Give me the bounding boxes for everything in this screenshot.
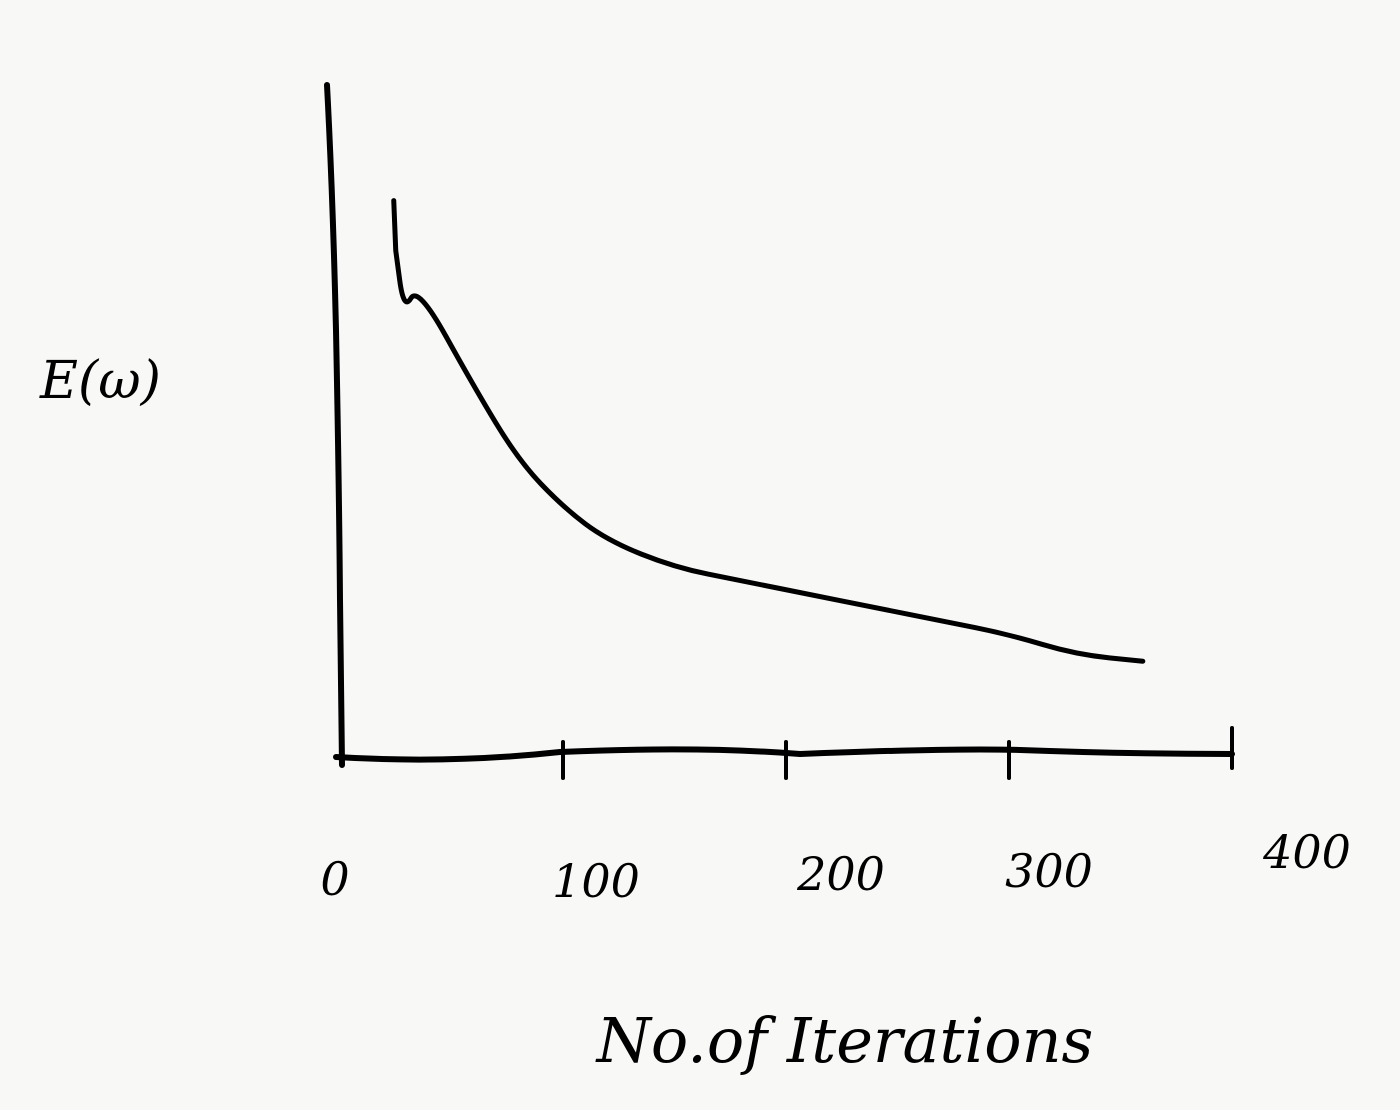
x-tick-labels: 0 100 200 300 400 [320, 825, 1351, 908]
x-tick-label: 400 [1262, 825, 1351, 879]
y-axis [324, 82, 345, 768]
x-axis-title: No.of Iterations [595, 1004, 1094, 1077]
x-tick-label: 0 [320, 852, 349, 906]
x-tick-marks [561, 726, 1234, 780]
x-tick-label: 100 [552, 854, 640, 908]
x-tick-label: 200 [796, 847, 885, 901]
x-tick-label: 300 [1005, 844, 1093, 898]
x-axis [333, 746, 1235, 763]
y-axis-title: E(ω) [39, 351, 161, 411]
error-curve [391, 198, 1146, 664]
